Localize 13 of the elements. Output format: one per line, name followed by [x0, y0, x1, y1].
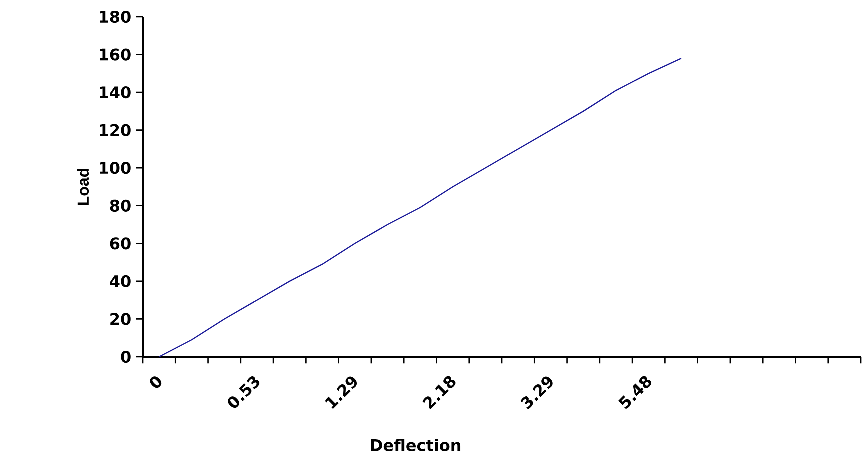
y-tick-label: 160 — [100, 48, 131, 61]
y-tick-label: 100 — [100, 162, 131, 174]
y-tick-label: 120 — [100, 124, 131, 136]
y-axis-title: Load — [77, 168, 90, 206]
y-tick-label: 40 — [110, 275, 131, 288]
y-tick-label: 80 — [110, 200, 131, 212]
y-tick-label: 0 — [121, 350, 131, 364]
y-tick-label: 180 — [100, 10, 131, 24]
x-axis-title: Deflection — [371, 439, 461, 452]
y-tick-label: 20 — [110, 313, 131, 326]
y-tick-label: 60 — [110, 238, 131, 250]
y-tick-label: 140 — [100, 86, 131, 99]
x-tick-label: 0 — [150, 376, 162, 388]
